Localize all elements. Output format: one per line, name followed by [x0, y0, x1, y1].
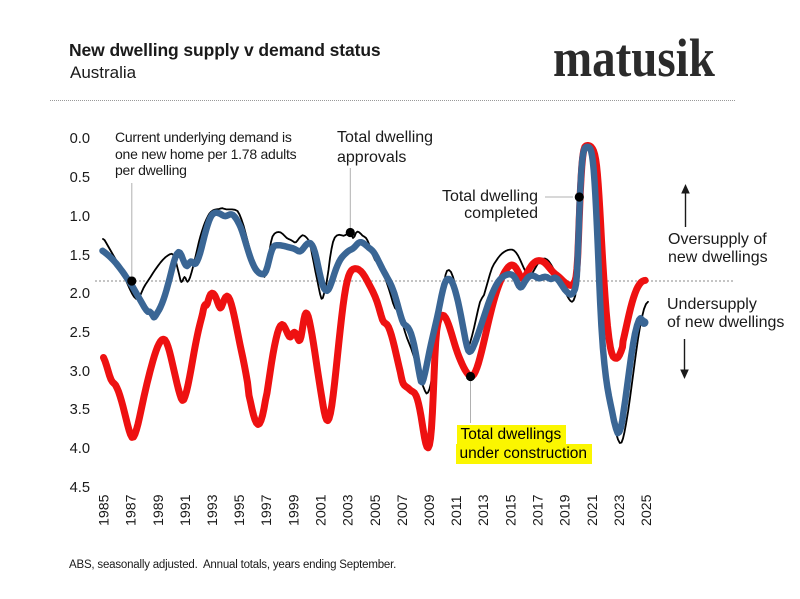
svg-text:2021: 2021 [585, 494, 601, 526]
svg-text:1985: 1985 [97, 494, 113, 526]
svg-text:2005: 2005 [368, 494, 384, 526]
svg-text:1991: 1991 [178, 494, 194, 526]
svg-text:2019: 2019 [558, 494, 574, 526]
svg-text:2025: 2025 [639, 494, 655, 526]
svg-text:2015: 2015 [503, 494, 519, 526]
svg-text:1993: 1993 [205, 494, 221, 526]
svg-text:2017: 2017 [531, 494, 547, 526]
svg-text:2011: 2011 [449, 495, 465, 526]
svg-text:2001: 2001 [314, 494, 330, 526]
svg-text:2007: 2007 [395, 494, 411, 526]
svg-text:1995: 1995 [232, 494, 248, 526]
svg-text:2023: 2023 [612, 494, 628, 526]
svg-text:1997: 1997 [259, 494, 275, 526]
svg-text:1987: 1987 [124, 494, 140, 526]
svg-text:2003: 2003 [341, 494, 357, 526]
svg-text:2013: 2013 [476, 494, 492, 526]
svg-text:1999: 1999 [286, 494, 302, 526]
svg-text:2009: 2009 [422, 494, 438, 526]
svg-text:1989: 1989 [151, 494, 167, 526]
